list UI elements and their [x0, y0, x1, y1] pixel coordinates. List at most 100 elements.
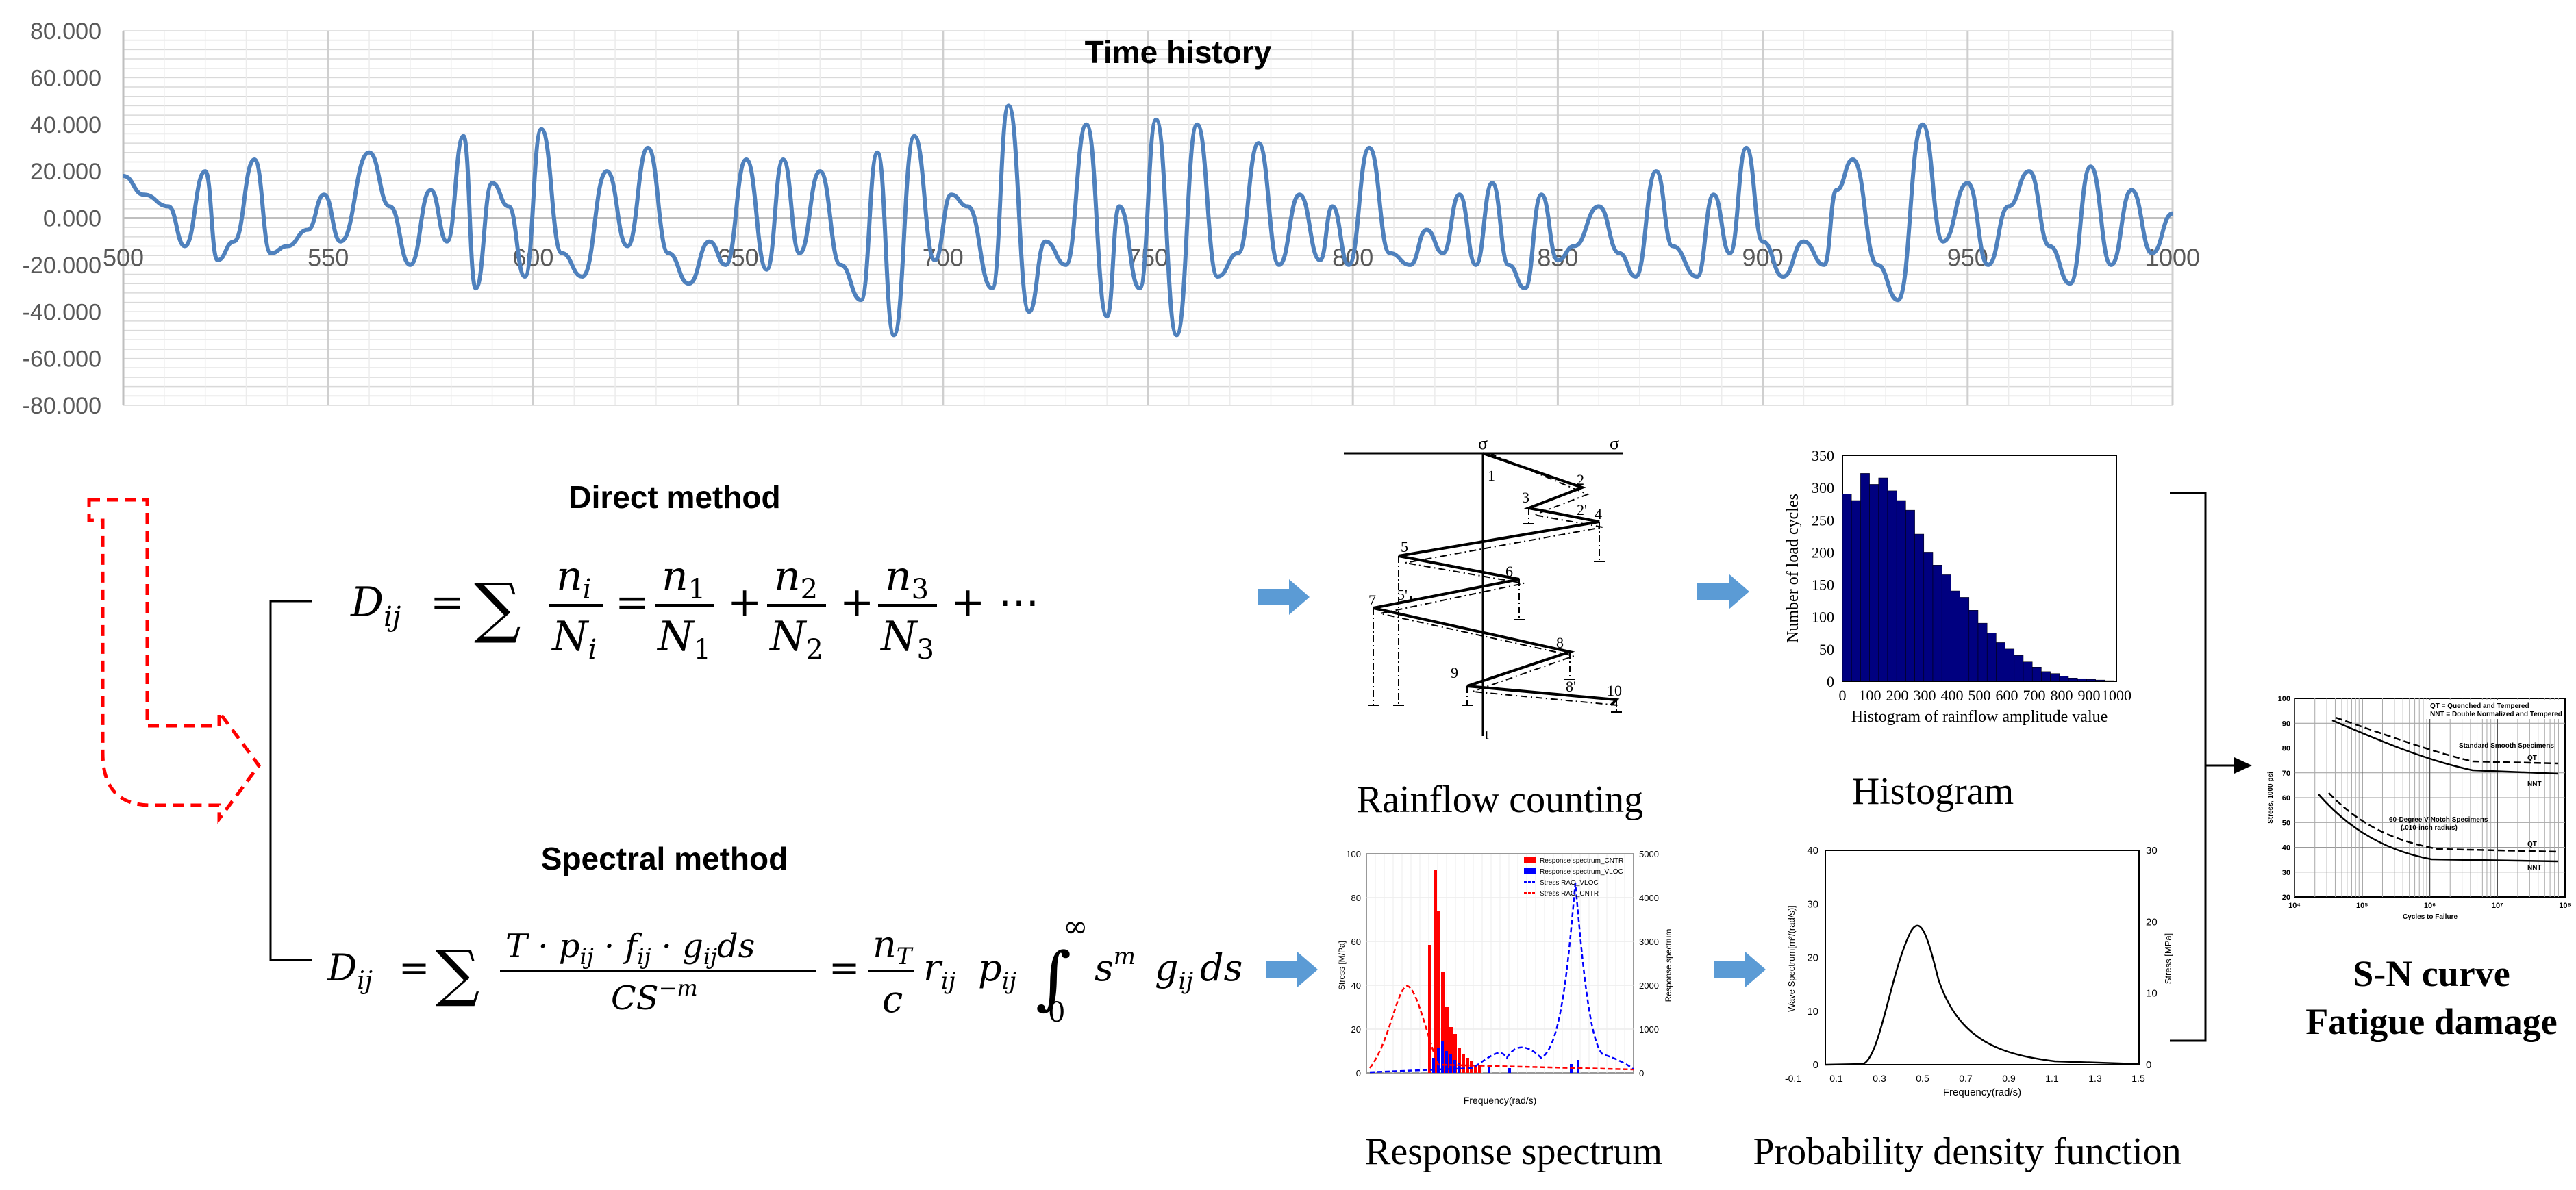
y-tick-label: 30	[1807, 898, 1818, 910]
y-tick-label: 60.000	[30, 65, 101, 91]
histogram-bar	[1869, 484, 1879, 682]
x-tick-label: 1.3	[2088, 1073, 2102, 1084]
x-tick-label: 600	[1996, 687, 2018, 704]
y-tick-label: 40	[1807, 845, 1818, 857]
y-tick-label: 20	[1351, 1024, 1361, 1035]
histogram-x-ticks: 0 100 200 300 400 500 600 700 800 900 1000	[1839, 687, 2132, 704]
response-spectrum-chart: Response spectrum_CNTR Response spectrum_…	[1337, 849, 1673, 1106]
formula-N3: N3	[879, 613, 934, 666]
right-bracket	[2170, 492, 2234, 1042]
y-tick-label: 10	[2146, 988, 2158, 1000]
rainflow-point-label: 4	[1595, 505, 1602, 522]
y-tick-label: 50	[1819, 641, 1834, 658]
rs-xlabel: Frequency(rad/s)	[1464, 1095, 1537, 1106]
y-tick-label: 80.000	[30, 18, 101, 45]
rainflow-path	[1373, 452, 1620, 707]
sformula-numerator: T · pij · fij · gijds	[505, 927, 755, 970]
sn-label-qt-1: QT	[2527, 755, 2537, 762]
y-tick-label: 20	[1807, 952, 1818, 964]
rainflow-diagram: σ σ t 1 2 2' 3 4 5 5' 6 7 8 8' 9 10	[1344, 433, 1623, 743]
histogram-bar	[2014, 655, 2024, 682]
x-tick-label: 200	[1886, 687, 1909, 704]
y-tick-label: 3000	[1639, 937, 1659, 947]
y-tick-label: 30	[2146, 845, 2158, 857]
rs-blue-bar	[1441, 1041, 1444, 1073]
x-tick-label: 400	[1941, 687, 1964, 704]
rainflow-t-label: t	[1485, 726, 1489, 743]
legend-label: Stress RAO_CNTR	[1540, 890, 1599, 898]
formula-n2: n2	[774, 553, 818, 605]
y-tick-label: 40.000	[30, 112, 101, 138]
sformula-lhs: Dij	[327, 946, 373, 995]
pdf-chart: 40 30 20 10 0 30 20 10 0 -0.1 0.1 0.3 0.5 0.7 0.9 1.1…	[1785, 845, 2173, 1098]
y-tick-label: 20.000	[30, 159, 101, 185]
time-history-title: Time history	[1085, 34, 1272, 70]
formula-ellipsis: + ⋯	[951, 579, 1039, 626]
arrow-right-icon	[1714, 952, 1766, 987]
rs-blue-bar	[1458, 1063, 1460, 1073]
sformula-eq: =	[399, 946, 429, 989]
rs-blue-bar	[1449, 1054, 1452, 1073]
formula-N-i: Ni	[551, 613, 597, 666]
histogram-bar	[1960, 597, 1970, 682]
y-tick-label: 60	[1351, 937, 1361, 947]
histogram-bar	[1896, 500, 1906, 682]
y-tick-label: 150	[1812, 577, 1834, 594]
pdf-ylabel-right: Stress [MPa]	[2163, 933, 2173, 984]
legend-label: Response spectrum_CNTR	[1540, 857, 1623, 865]
histogram-bar	[1887, 490, 1897, 682]
rs-red-dashed-curve	[1368, 985, 1634, 1071]
sformula-eq2: =	[829, 946, 860, 989]
y-tick-label: 300	[1812, 479, 1834, 496]
rainflow-point-label: 8'	[1566, 678, 1576, 695]
sn-caption-line2: Fatigue damage	[2305, 1001, 2557, 1042]
rainflow-point-label: 7	[1368, 592, 1376, 609]
histogram-bar	[1851, 500, 1861, 682]
y-tick-label: 0	[1639, 1068, 1644, 1078]
formula-plus2: +	[840, 579, 874, 626]
pdf-x-ticks: -0.1 0.1 0.3 0.5 0.7 0.9 1.1 1.3 1.5	[1785, 1073, 2145, 1084]
histogram-caption: Histogram	[1852, 770, 2014, 813]
rs-blue-bar	[1508, 1068, 1511, 1073]
sformula-c: c	[882, 978, 903, 1021]
rainflow-sigma-right-label: σ	[1610, 433, 1619, 453]
rainflow-point-label: 3	[1522, 489, 1529, 506]
formula-n1: n1	[662, 553, 705, 605]
histogram-bar	[1905, 509, 1915, 682]
rs-red-bar	[1441, 972, 1445, 1073]
histogram-bar	[2023, 661, 2033, 682]
histogram-bar	[2041, 671, 2051, 682]
y-tick-label: 100	[2278, 695, 2290, 703]
sn-smooth-curve-dashed	[2335, 716, 2559, 765]
y-tick-label: 250	[1812, 511, 1834, 529]
x-tick-label: 10⁸	[2559, 902, 2571, 910]
y-tick-label: 0	[1356, 1068, 1361, 1078]
rainflow-ticks	[1368, 523, 1622, 713]
rainflow-point-label: 5	[1401, 538, 1408, 555]
sn-legend-nnt: NNT = Double Normalized and Tempered	[2430, 711, 2562, 718]
y-tick-label: -20.000	[23, 253, 101, 279]
formula-eq: =	[430, 579, 464, 626]
histogram-bar	[2068, 678, 2078, 682]
pdf-curve	[1825, 924, 2140, 1066]
histogram-bar	[2031, 667, 2042, 682]
y-tick-label: 70	[2282, 770, 2290, 778]
rs-red-bar	[1458, 1048, 1461, 1073]
rainflow-point-label: 8	[1556, 634, 1564, 651]
x-tick-label: 0.1	[1829, 1073, 1843, 1084]
pdf-frame	[1825, 850, 2140, 1065]
pdf-caption: Probability density function	[1753, 1130, 2181, 1173]
formula-n3: n3	[885, 553, 929, 605]
sformula-nT: nT	[873, 923, 914, 970]
histogram-bars	[1842, 473, 2114, 682]
histogram-bar	[1996, 642, 2005, 682]
x-tick-label: 100	[1859, 687, 1881, 704]
y-tick-label: 30	[2282, 869, 2290, 877]
histogram-bar	[1986, 633, 1997, 682]
rs-red-bar	[1474, 1065, 1477, 1073]
histogram-bar	[2005, 648, 2015, 682]
y-tick-label: -40.000	[23, 299, 101, 325]
histogram-bar	[1842, 494, 1852, 682]
x-tick-label: 650	[718, 244, 759, 272]
